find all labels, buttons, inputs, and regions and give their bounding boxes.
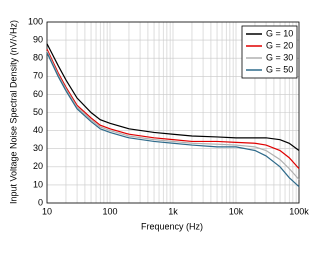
y-tick-label: 0 — [38, 197, 43, 207]
x-tick-label: 100 — [102, 206, 117, 216]
x-tick-label: 100k — [289, 206, 309, 216]
y-tick-label: 40 — [33, 125, 43, 135]
y-axis-label: Input Voltage Noise Spectral Density (nV… — [8, 20, 18, 204]
y-tick-label: 100 — [28, 16, 43, 26]
y-tick-label: 10 — [33, 179, 43, 189]
x-tick-label: 10k — [229, 206, 244, 216]
y-tick-label: 50 — [33, 107, 43, 117]
x-axis-label: Frequency (Hz) — [141, 221, 203, 231]
series-line — [46, 43, 300, 151]
y-tick-label: 90 — [33, 34, 43, 44]
y-tick-label: 80 — [33, 53, 43, 63]
x-tick-label: 10 — [42, 206, 52, 216]
series-line — [46, 48, 300, 170]
plot-frame — [46, 21, 300, 204]
series-line — [46, 52, 300, 188]
legend-label: G = 20 — [266, 40, 293, 50]
y-tick-label: 30 — [33, 143, 43, 153]
legend-label: G = 30 — [266, 52, 293, 62]
y-tick-label: 60 — [33, 89, 43, 99]
series-line — [46, 50, 300, 180]
y-tick-label: 70 — [33, 71, 43, 81]
y-tick-label: 20 — [33, 161, 43, 171]
x-tick-label: 1k — [168, 206, 178, 216]
legend-label: G = 50 — [266, 64, 293, 74]
legend-label: G = 10 — [266, 28, 293, 38]
